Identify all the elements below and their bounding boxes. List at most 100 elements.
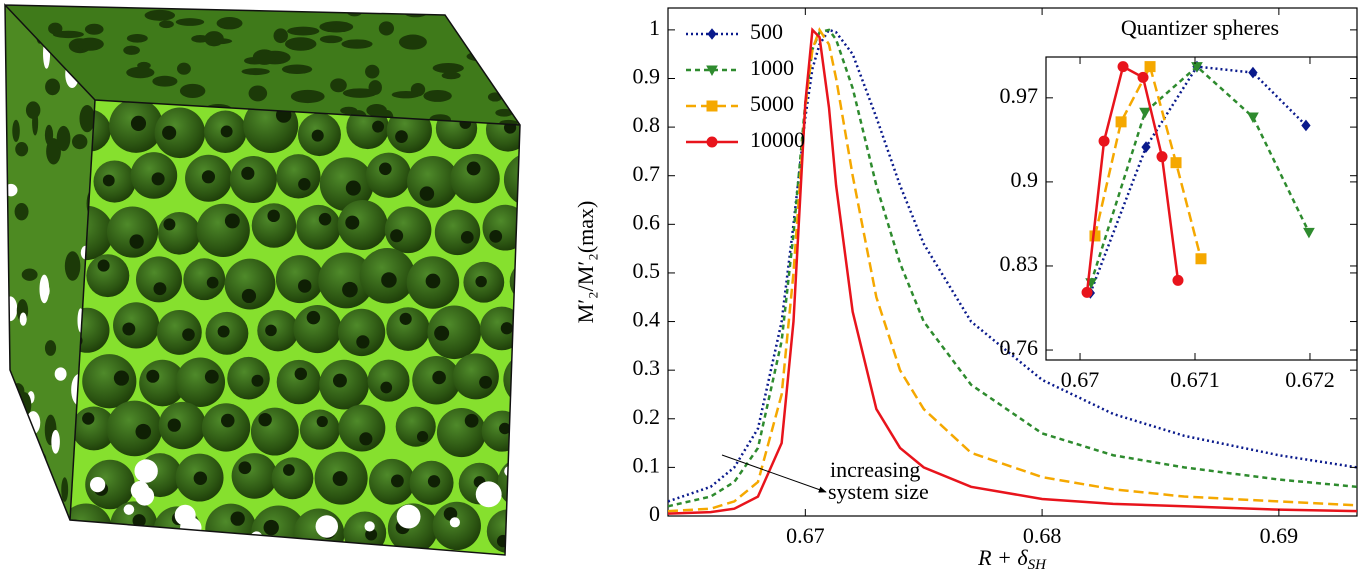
pore xyxy=(365,528,378,541)
spheres xyxy=(70,100,520,555)
pore xyxy=(345,180,361,196)
sphere xyxy=(231,453,278,499)
sphere xyxy=(175,357,226,407)
sphere xyxy=(436,407,487,458)
hole xyxy=(504,465,515,477)
legend-label: 5000 xyxy=(750,91,794,116)
pore xyxy=(175,18,205,26)
pore xyxy=(39,274,50,304)
pore xyxy=(241,288,257,304)
data-point xyxy=(1137,71,1149,83)
pore xyxy=(204,369,219,384)
pore xyxy=(21,486,31,517)
pore xyxy=(12,119,20,142)
legend-marker xyxy=(706,136,718,148)
data-point xyxy=(1141,141,1151,153)
pore xyxy=(267,209,280,223)
x-axis-label-main: R + δ xyxy=(977,545,1028,570)
pore xyxy=(423,89,452,102)
pore xyxy=(206,276,219,289)
pore xyxy=(475,275,487,288)
pore xyxy=(241,166,255,180)
y-tick-label: 0.83 xyxy=(1000,251,1039,276)
sphere xyxy=(93,160,136,203)
pore xyxy=(45,78,61,96)
data-point xyxy=(1301,119,1311,132)
pore xyxy=(76,37,104,51)
legend-marker xyxy=(706,65,718,77)
pore xyxy=(163,218,176,231)
pore xyxy=(123,45,140,55)
pore xyxy=(443,507,458,521)
pore xyxy=(21,268,38,281)
pore xyxy=(330,78,347,93)
inset-plot xyxy=(1081,60,1315,299)
sphere xyxy=(224,258,276,310)
data-point xyxy=(1195,253,1207,265)
series-line xyxy=(1085,64,1180,293)
pore xyxy=(298,178,311,191)
y-tick-label: 0.9 xyxy=(1011,167,1039,192)
pore xyxy=(399,312,412,325)
pore xyxy=(132,514,146,528)
y-tick-label: 0.8 xyxy=(633,112,661,137)
pore xyxy=(318,212,332,226)
hole xyxy=(89,476,106,493)
data-point xyxy=(1303,227,1315,239)
pore xyxy=(153,282,167,296)
sphere xyxy=(156,309,202,355)
inset-title: Quantizer spheres xyxy=(1121,15,1279,40)
pore xyxy=(5,296,18,322)
x-tick-label: 0.67 xyxy=(1061,367,1100,392)
main-plot xyxy=(668,27,1357,515)
pore xyxy=(176,62,191,75)
pore xyxy=(391,91,421,99)
sphere xyxy=(296,204,341,250)
pore xyxy=(500,322,513,335)
pore xyxy=(51,429,60,454)
pore xyxy=(5,183,18,197)
sphere xyxy=(486,509,520,554)
data-point xyxy=(1115,116,1127,128)
x-tick-label: 0.68 xyxy=(1023,523,1062,548)
pore xyxy=(102,174,115,187)
sphere xyxy=(196,203,250,258)
data-point xyxy=(1117,61,1129,73)
pore xyxy=(159,20,174,29)
legend-marker xyxy=(706,100,718,112)
pore xyxy=(265,324,277,337)
sphere xyxy=(509,260,520,303)
pore xyxy=(416,430,429,443)
pore xyxy=(341,39,373,49)
hole xyxy=(135,486,155,506)
sphere xyxy=(337,308,386,357)
cube-edge xyxy=(69,99,96,521)
sphere xyxy=(452,353,499,400)
pore xyxy=(311,129,324,142)
sphere xyxy=(343,511,387,555)
pore xyxy=(220,125,233,138)
hole xyxy=(449,517,460,528)
pore xyxy=(52,30,84,39)
y-tick-label: 0.1 xyxy=(633,452,661,477)
pore xyxy=(179,83,206,99)
sphere xyxy=(497,457,520,509)
series-line xyxy=(1093,63,1203,260)
pore xyxy=(319,35,343,44)
data-point xyxy=(1144,61,1156,73)
pore xyxy=(162,125,177,140)
pore xyxy=(252,49,277,65)
sphere xyxy=(106,206,159,258)
pore xyxy=(113,370,130,386)
pore xyxy=(61,477,69,502)
legend-label: 10000 xyxy=(750,127,805,152)
pore xyxy=(56,125,71,152)
pore xyxy=(238,461,252,475)
pore xyxy=(425,273,441,289)
sphere xyxy=(106,400,163,457)
sphere xyxy=(86,254,130,298)
pore xyxy=(130,115,147,131)
data-point xyxy=(1247,112,1259,124)
sphere xyxy=(85,459,135,510)
data-point xyxy=(1098,135,1110,147)
